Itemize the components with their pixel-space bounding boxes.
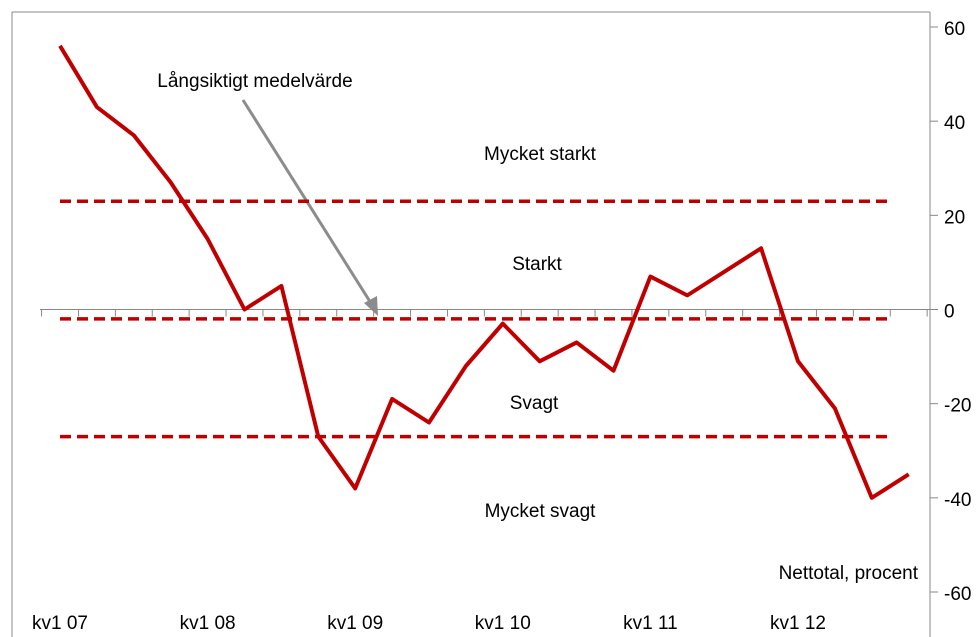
band-label: Mycket svagt [485,501,597,522]
annotation: Långsiktigt medelvärde [157,71,352,92]
y-tick-label: -20 [944,396,971,417]
x-tick-label: kv1 10 [475,613,531,634]
axis-label: Nettotal, procent [779,563,919,584]
x-tick-label: kv1 07 [32,613,88,634]
band-label: Mycket starkt [484,144,597,165]
x-tick-label: kv1 08 [180,613,236,634]
band-label: Starkt [512,254,562,275]
y-tick-label: 0 [944,302,955,323]
annotation-arrow [241,99,376,309]
y-tick-label: -40 [944,490,971,511]
y-tick-label: 60 [944,19,965,40]
x-tick-label: kv1 09 [327,613,383,634]
band-label: Svagt [510,393,559,414]
arrow-head [364,296,378,316]
y-tick-label: 40 [944,113,965,134]
x-tick-label: kv1 11 [623,613,678,634]
y-tick-label: 20 [944,207,965,228]
data-line [58,44,910,500]
x-tick-label: kv1 12 [770,613,826,634]
y-tick-label: -60 [944,584,971,605]
